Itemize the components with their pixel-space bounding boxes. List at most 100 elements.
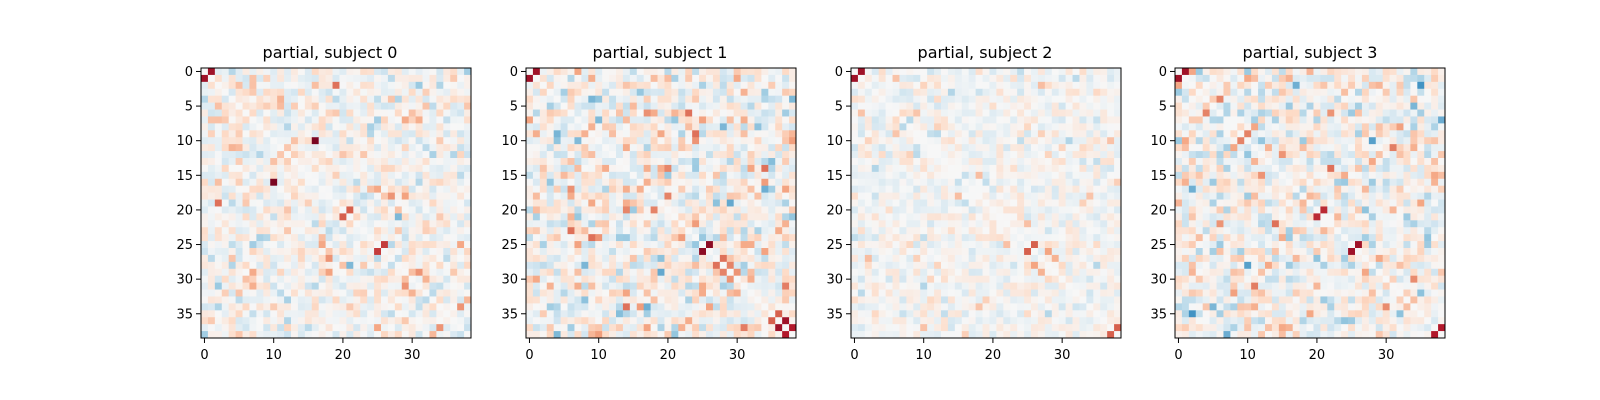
heatmap-cell: [864, 234, 873, 242]
heatmap-cell: [360, 158, 368, 166]
heatmap-cell: [546, 254, 555, 263]
heatmap-cell: [706, 268, 714, 277]
heatmap-cell: [1037, 310, 1046, 318]
heatmap-cell: [374, 68, 382, 76]
heatmap-cell: [768, 158, 776, 166]
heatmap-cell: [353, 164, 361, 173]
heatmap-cell: [775, 296, 783, 304]
heatmap-cell: [927, 303, 935, 311]
heatmap-cell: [968, 102, 976, 110]
heatmap-cell: [657, 116, 665, 124]
heatmap-cell: [381, 303, 389, 311]
heatmap-cell: [263, 261, 271, 270]
heatmap-cell: [927, 282, 935, 290]
heatmap-cell: [443, 74, 451, 83]
heatmap-cell: [941, 158, 949, 166]
y-tick-label: 35: [826, 307, 843, 322]
heatmap-cell: [1017, 206, 1025, 214]
heatmap-cell: [1072, 178, 1080, 187]
heatmap-cell: [851, 164, 859, 173]
heatmap-cell: [941, 331, 949, 339]
heatmap-cell: [249, 102, 257, 110]
heatmap-cell: [1065, 241, 1073, 249]
heatmap-cell: [1355, 68, 1363, 76]
heatmap-cell: [595, 199, 603, 207]
heatmap-cell: [1010, 289, 1018, 297]
heatmap-cell: [1051, 317, 1060, 325]
heatmap-cell: [394, 303, 403, 311]
heatmap-cell: [450, 317, 458, 325]
heatmap-cell: [367, 296, 375, 304]
heatmap-cell: [560, 275, 568, 283]
heatmap-cell: [228, 116, 236, 124]
heatmap-cell: [692, 68, 700, 76]
heatmap-cell: [1065, 254, 1073, 263]
heatmap-cell: [775, 310, 783, 318]
heatmap-cell: [450, 199, 458, 207]
heatmap-cell: [221, 137, 230, 145]
heatmap-cell: [885, 95, 893, 103]
heatmap-cell: [1086, 317, 1094, 325]
heatmap-cell: [574, 289, 582, 297]
heatmap-cell: [588, 331, 596, 339]
heatmap-cell: [249, 206, 257, 214]
heatmap-cell: [761, 164, 769, 173]
heatmap-cell: [360, 317, 368, 325]
heatmap-cell: [1072, 220, 1080, 228]
heatmap-cell: [207, 261, 216, 270]
heatmap-cell: [636, 95, 645, 103]
heatmap-cell: [1065, 74, 1073, 83]
heatmap-cell: [595, 275, 603, 283]
heatmap-cell: [1010, 116, 1018, 124]
heatmap-cell: [1375, 102, 1384, 110]
heatmap-cell: [1086, 199, 1094, 207]
heatmap-cell: [532, 254, 541, 263]
heatmap-cell: [692, 95, 700, 103]
heatmap-cell: [712, 81, 721, 90]
heatmap-cell: [864, 88, 873, 97]
heatmap-cell: [242, 95, 250, 103]
heatmap-cell: [394, 151, 403, 159]
heatmap-cell: [546, 171, 555, 180]
heatmap-cell: [1010, 164, 1018, 173]
heatmap-cell: [733, 68, 741, 76]
heatmap-cell: [1024, 137, 1032, 145]
heatmap-cell: [740, 95, 748, 103]
heatmap-cell: [975, 220, 983, 228]
heatmap-cell: [1003, 123, 1011, 131]
heatmap-cell: [235, 185, 243, 193]
heatmap-cell: [291, 254, 299, 263]
heatmap-cell: [546, 261, 555, 270]
heatmap-cell: [1079, 102, 1087, 110]
heatmap-cell: [733, 158, 741, 166]
heatmap-cell: [415, 144, 423, 152]
heatmap-cell: [982, 289, 990, 297]
heatmap-cell: [920, 74, 928, 83]
heatmap-cell: [961, 206, 970, 214]
heatmap-cell: [297, 199, 306, 207]
heatmap-cell: [436, 116, 444, 124]
heatmap-cell: [318, 254, 326, 263]
heatmap-cell: [588, 109, 596, 117]
heatmap-cell: [374, 130, 382, 138]
heatmap-cell: [325, 158, 333, 166]
heatmap-cell: [1017, 102, 1025, 110]
heatmap-cell: [207, 88, 216, 97]
heatmap-cell: [207, 248, 216, 256]
heatmap-cell: [851, 137, 859, 145]
heatmap-cell: [304, 74, 313, 83]
heatmap-cell: [249, 241, 257, 249]
heatmap-cell: [228, 220, 236, 228]
heatmap-cell: [242, 268, 250, 277]
heatmap-cell: [754, 95, 762, 103]
heatmap-cell: [408, 220, 416, 228]
heatmap-cell: [1100, 324, 1108, 332]
heatmap-cell: [526, 68, 534, 76]
heatmap-cell: [1010, 310, 1018, 318]
heatmap-cell: [664, 261, 672, 270]
heatmap-cell: [1024, 254, 1032, 263]
heatmap-cell: [595, 261, 603, 270]
heatmap-cell: [464, 116, 472, 124]
heatmap-cell: [588, 261, 596, 270]
heatmap-cell: [761, 185, 769, 193]
